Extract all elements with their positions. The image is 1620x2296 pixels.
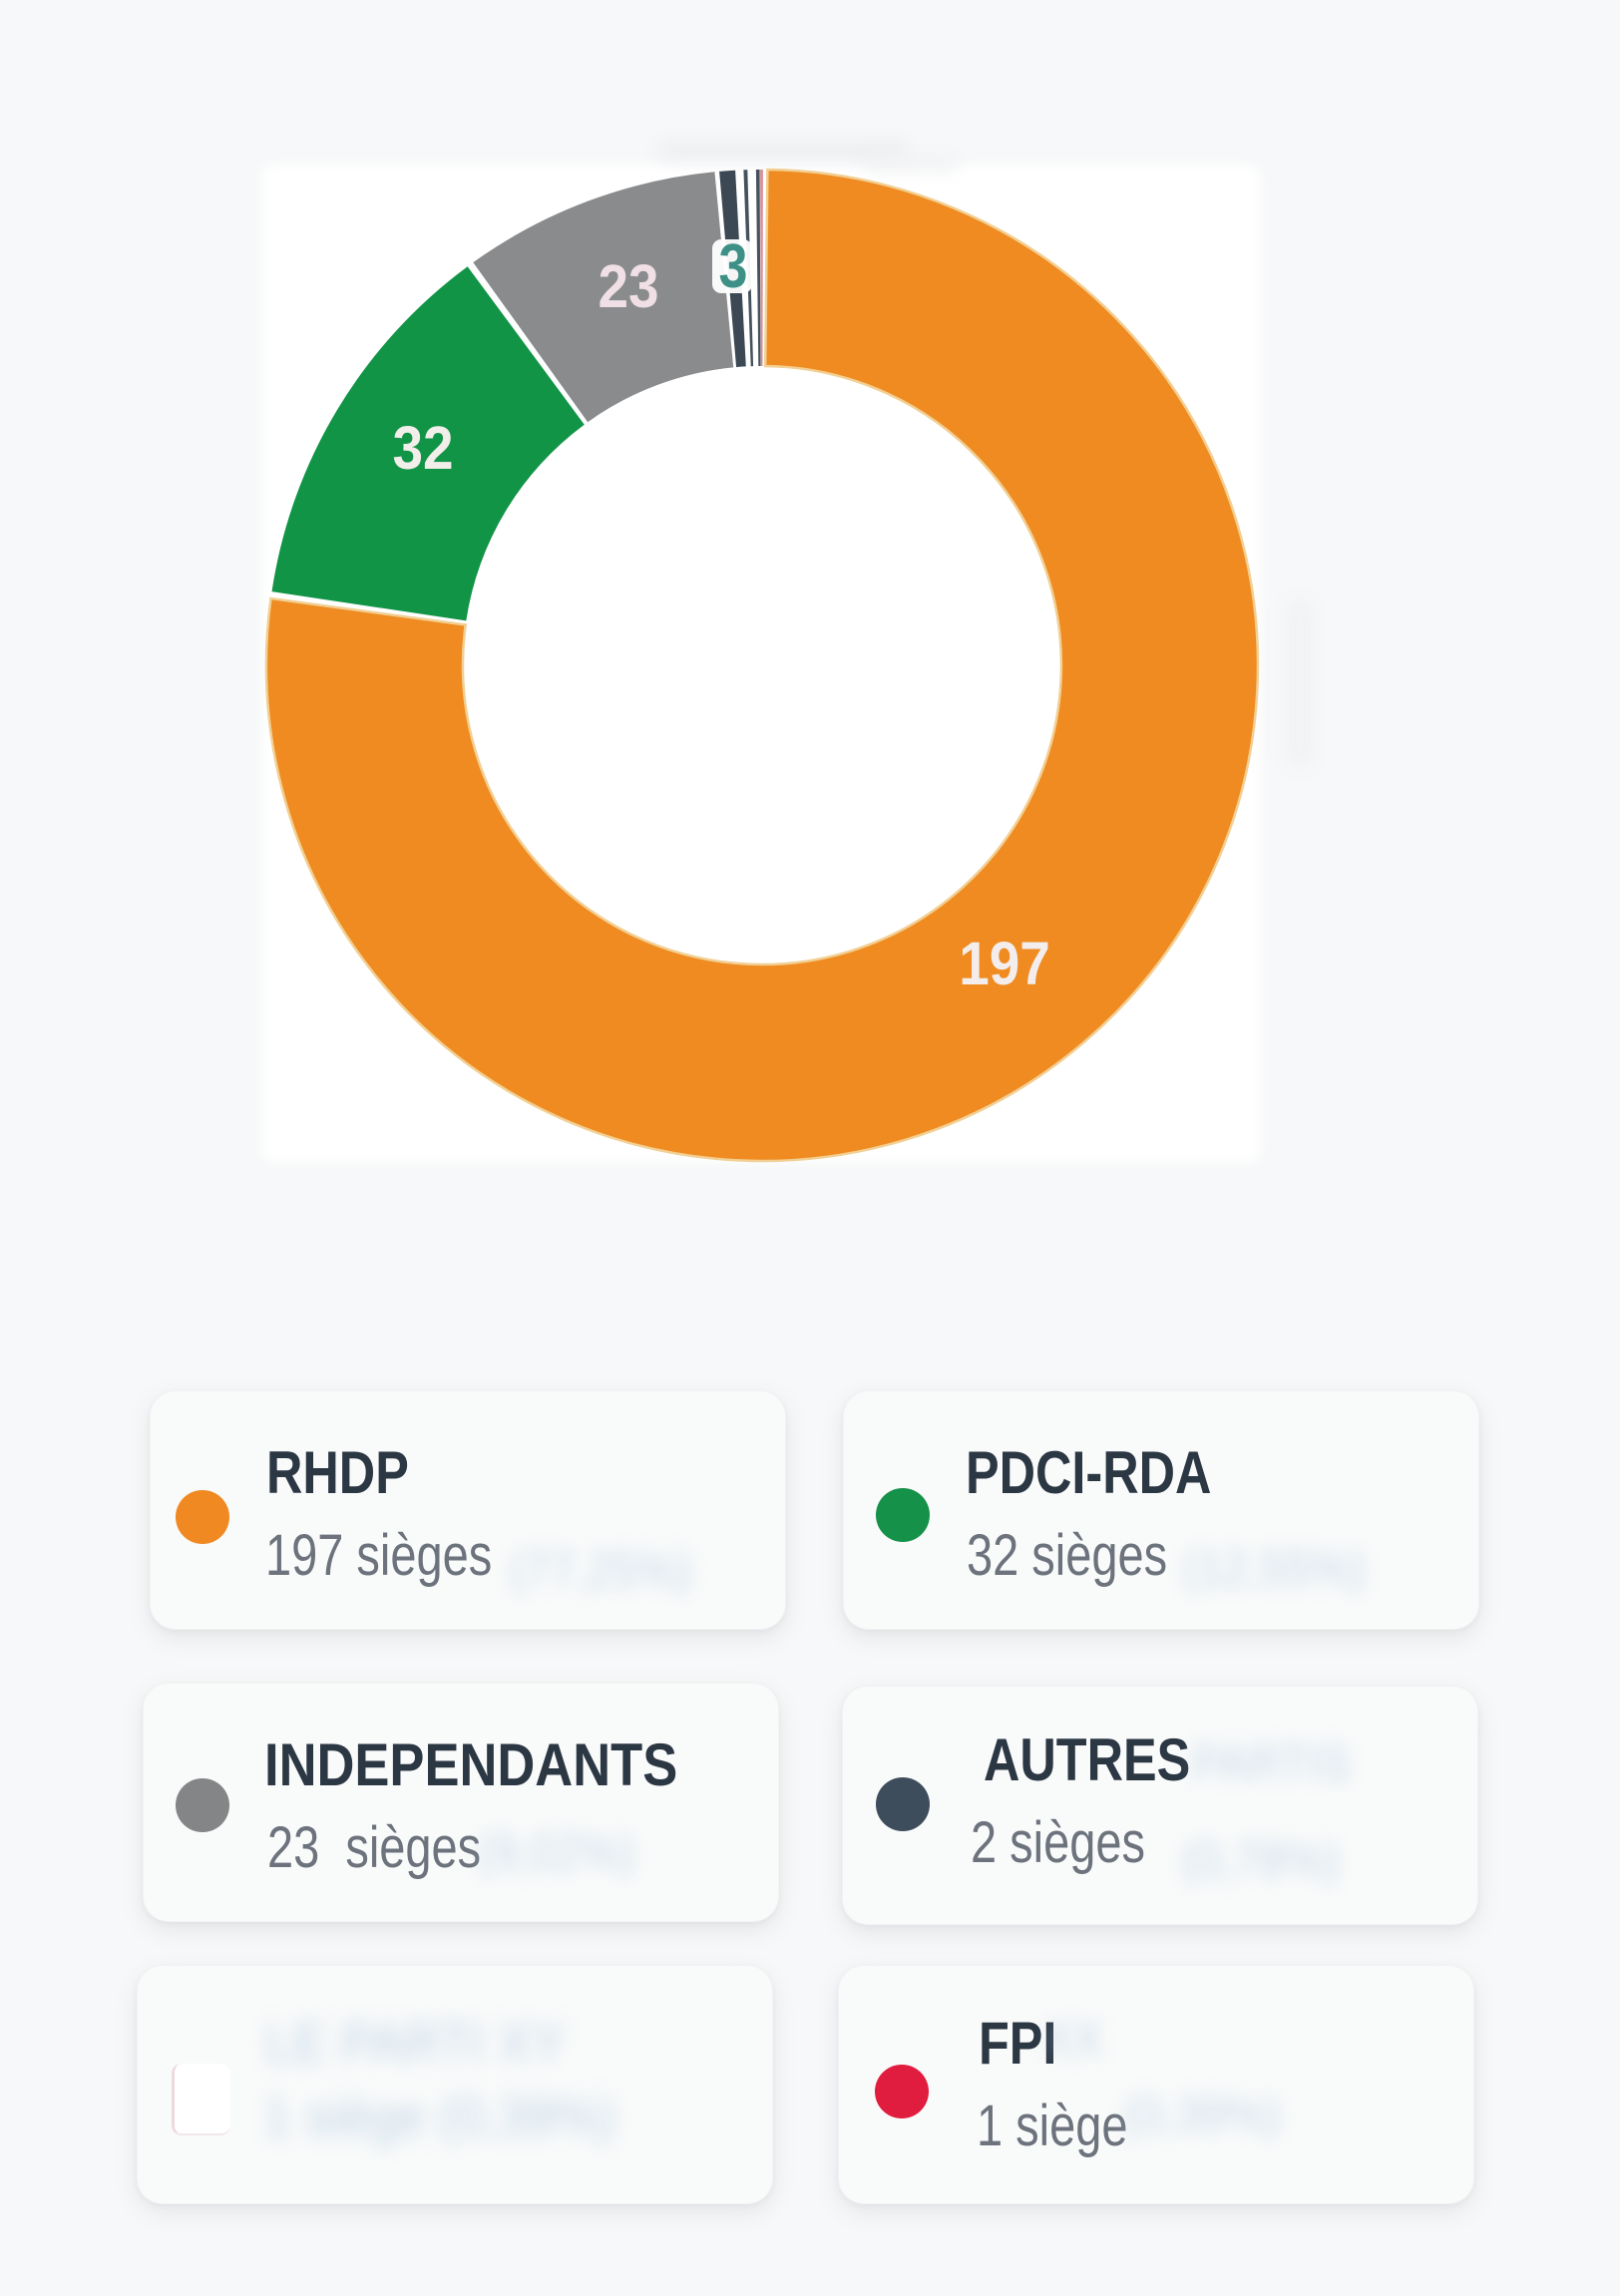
svg-text:23: 23 [598,252,658,320]
svg-text:32: 32 [392,414,453,482]
svg-text:3: 3 [719,232,748,301]
svg-text:197: 197 [959,930,1050,997]
